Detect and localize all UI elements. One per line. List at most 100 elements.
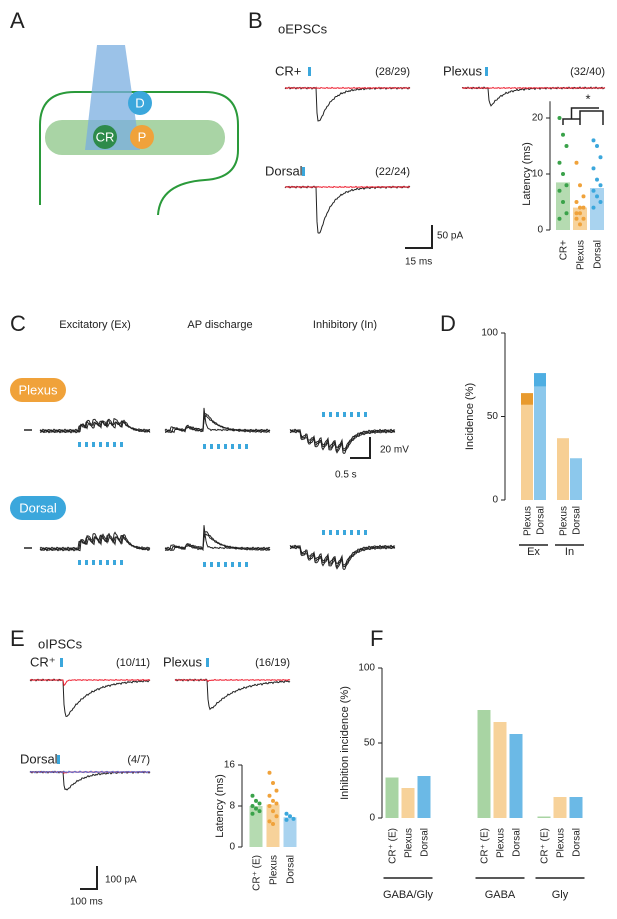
scale-label: 100 pA [105, 875, 137, 886]
trace [29, 678, 151, 687]
panel-title: oEPSCs [278, 21, 328, 36]
stim-marker [106, 442, 109, 447]
x-tick-label: Dorsal [286, 855, 297, 884]
y-tick-label: 10 [532, 169, 544, 180]
trace [164, 407, 271, 432]
data-point [598, 155, 603, 160]
stim-marker [336, 412, 339, 417]
stim-marker [329, 412, 332, 417]
data-point [574, 216, 579, 221]
y-tick-label: 0 [369, 813, 375, 824]
data-point [288, 814, 292, 819]
trace [289, 546, 396, 571]
group-label: GABA/Gly [383, 889, 434, 901]
x-tick-label: Dorsal [420, 828, 431, 857]
data-point [578, 222, 582, 227]
y-axis-label: Latency (ms) [214, 774, 226, 838]
x-tick-label: Plexus [404, 828, 415, 858]
data-point [561, 132, 565, 137]
data-point [257, 809, 262, 814]
trace [29, 770, 151, 791]
y-axis-label: Incidence (%) [464, 383, 476, 450]
stim-marker [245, 444, 248, 449]
data-point [595, 194, 599, 199]
data-point [271, 821, 275, 826]
stim-marker [210, 562, 213, 567]
trace [164, 525, 271, 550]
stim-marker [231, 562, 234, 567]
data-point [564, 144, 569, 148]
bar [537, 816, 551, 818]
node [128, 91, 152, 115]
x-tick-label: CR+ [559, 240, 570, 260]
data-point [598, 200, 603, 204]
data-point [254, 806, 258, 811]
bar [534, 373, 546, 387]
stim-marker [308, 67, 311, 76]
data-point [267, 804, 272, 808]
significance-bracket [562, 107, 604, 125]
scale-label: 100 ms [70, 897, 103, 908]
data-point [578, 183, 582, 188]
trace-label: CR+ [275, 63, 301, 78]
data-point [581, 205, 586, 210]
trace [29, 678, 151, 717]
bar [569, 797, 583, 818]
stim-marker [120, 560, 123, 565]
y-tick-label: 0 [229, 842, 235, 853]
stim-marker [322, 530, 325, 535]
panel-letter: E [10, 626, 25, 651]
bar [417, 776, 431, 818]
trace [39, 533, 151, 552]
x-tick-label: Dorsal [512, 828, 523, 857]
bar [570, 458, 582, 500]
panel-letter: D [440, 311, 456, 336]
panel-letter: F [370, 626, 383, 651]
data-point [254, 798, 258, 803]
trace [285, 86, 411, 90]
trace [164, 531, 271, 552]
scale-label: 20 mV [380, 445, 409, 456]
trace [29, 770, 151, 774]
stim-marker [364, 412, 367, 417]
stim-marker [357, 530, 360, 535]
group-label: GABA [485, 889, 516, 901]
scale-label: 0.5 s [335, 470, 357, 481]
data-point [564, 211, 569, 216]
x-tick-label: Plexus [523, 506, 534, 536]
stim-marker [99, 442, 102, 447]
data-point [267, 793, 272, 798]
data-point [271, 809, 275, 814]
stim-marker [224, 444, 227, 449]
trace [461, 86, 606, 90]
trace-ratio: (22/24) [375, 166, 410, 178]
data-point [267, 819, 272, 824]
trace-ratio: (10/11) [116, 657, 150, 669]
light-cone [85, 45, 140, 150]
stim-marker [329, 530, 332, 535]
data-point [250, 804, 255, 808]
stim-marker [245, 562, 248, 567]
trace-ratio: (16/19) [255, 657, 290, 669]
trace [284, 185, 410, 189]
data-point [561, 172, 565, 176]
data-point [591, 205, 596, 210]
stim-marker [336, 530, 339, 535]
stim-marker [60, 658, 63, 667]
stim-marker [343, 530, 346, 535]
y-tick-label: 16 [224, 760, 236, 771]
trace-ratio: (4/7) [127, 754, 150, 766]
data-point [284, 811, 289, 816]
row-badge [10, 378, 66, 402]
x-tick-label: Plexus [269, 855, 280, 885]
stim-marker [302, 167, 305, 176]
stim-marker [92, 560, 95, 565]
data-point [591, 138, 596, 143]
data-point [557, 188, 562, 193]
data-point [274, 814, 279, 819]
x-tick-label: Plexus [556, 828, 567, 858]
panel-letter: B [248, 8, 263, 33]
bar [477, 710, 491, 818]
data-point [291, 816, 296, 821]
